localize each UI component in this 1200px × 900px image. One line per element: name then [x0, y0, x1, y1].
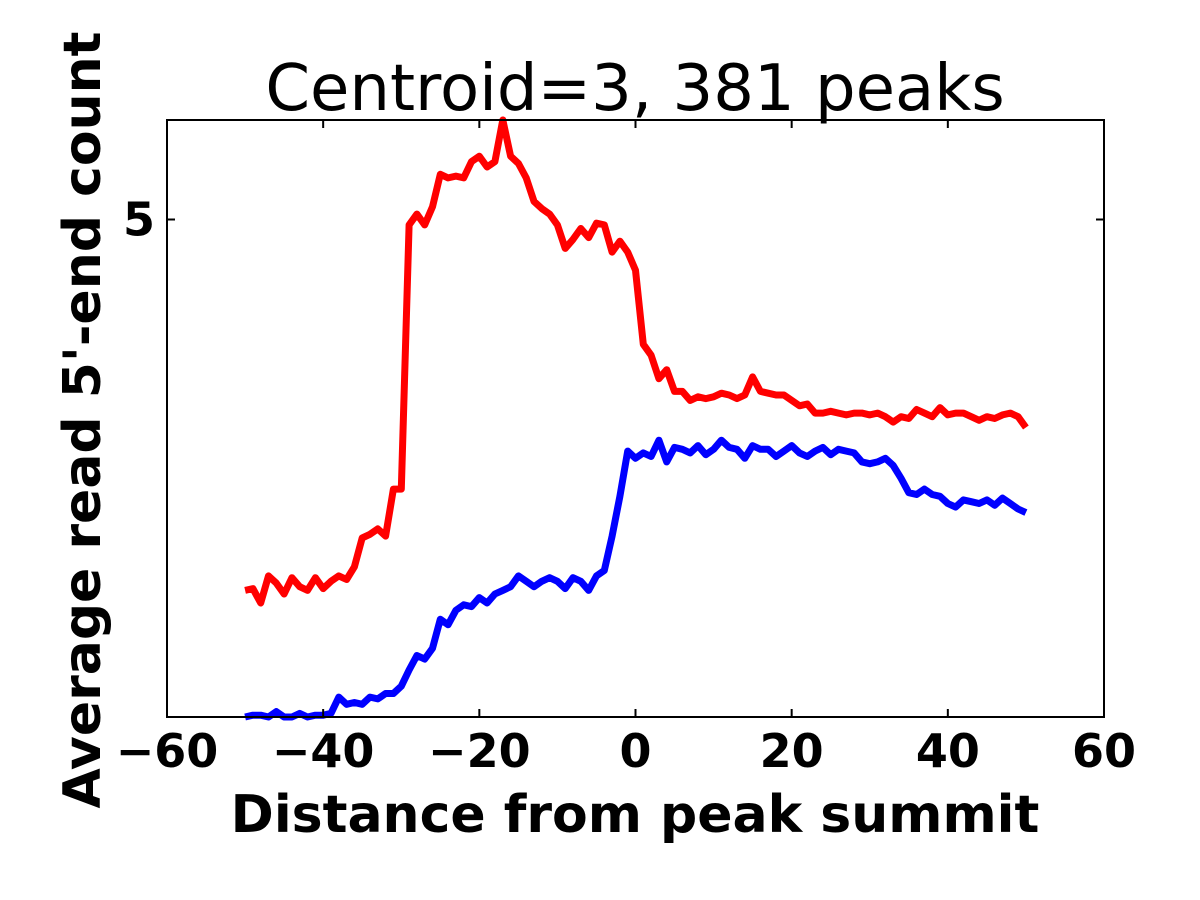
y-axis: 5: [123, 193, 1104, 247]
y-axis-label: Average read 5'-end count: [53, 32, 113, 809]
x-axis-label: Distance from peak summit: [231, 785, 1040, 845]
x-tick-label: −40: [272, 724, 375, 778]
x-tick-label: −60: [116, 724, 219, 778]
x-tick-label: −20: [428, 724, 531, 778]
y-tick-label: 5: [123, 193, 155, 247]
x-tick-label: 20: [760, 724, 824, 778]
x-tick-label: 0: [619, 724, 651, 778]
x-tick-label: 60: [1072, 724, 1136, 778]
x-tick-label: 40: [916, 724, 980, 778]
chart-title: Centroid=3, 381 peaks: [265, 52, 1004, 126]
series-layer: [244, 116, 1029, 721]
series-line-1: [244, 116, 1029, 607]
x-axis: −60 −40 −20 0 20 40 60: [116, 120, 1136, 778]
plot-area: −60 −40 −20 0 20 40 60 5: [116, 116, 1136, 778]
series-line-2: [244, 436, 1028, 721]
